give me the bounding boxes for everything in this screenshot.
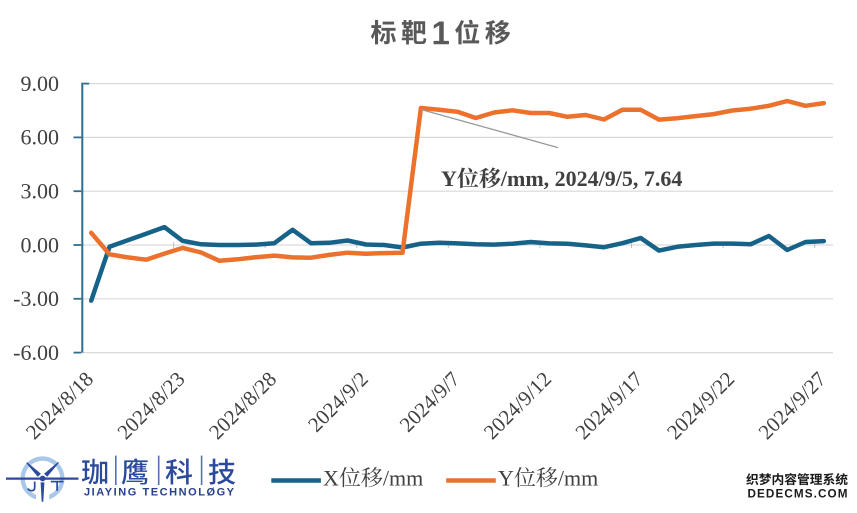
svg-text:/mm: /mm — [558, 466, 598, 491]
svg-text:JIAYING TECHNOLØGY: JIAYING TECHNOLØGY — [84, 486, 236, 498]
svg-text:0.00: 0.00 — [21, 232, 60, 257]
svg-text:Y: Y — [498, 466, 514, 491]
svg-text:X: X — [323, 466, 339, 491]
svg-text:3.00: 3.00 — [21, 179, 60, 204]
svg-text:Y: Y — [441, 166, 457, 191]
svg-text:/mm: /mm — [383, 466, 423, 491]
svg-text:/mm, 2024/9/5, 7.64: /mm, 2024/9/5, 7.64 — [500, 166, 683, 191]
svg-text:6.00: 6.00 — [21, 125, 60, 150]
svg-text:DEDECMS.COM: DEDECMS.COM — [748, 488, 849, 501]
svg-text:-6.00: -6.00 — [13, 340, 59, 365]
svg-text:9.00: 9.00 — [21, 71, 60, 96]
svg-text:-3.00: -3.00 — [13, 286, 59, 311]
